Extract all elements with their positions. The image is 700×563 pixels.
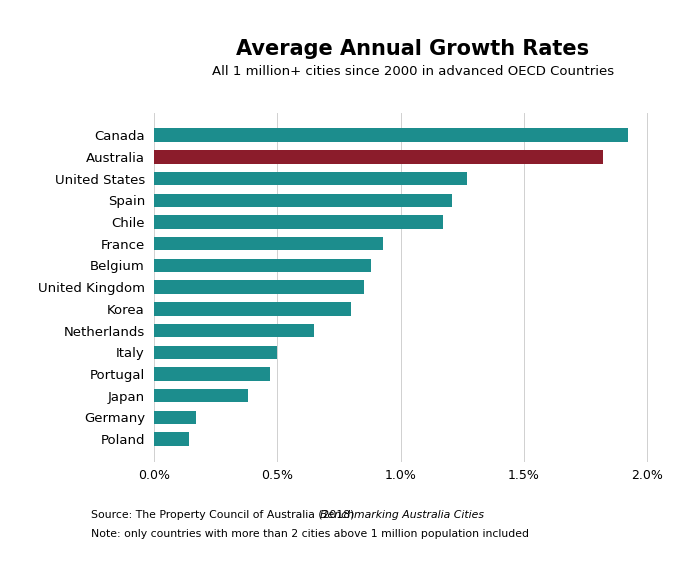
Bar bbox=[154, 150, 603, 164]
Bar bbox=[154, 280, 364, 294]
Text: Source: The Property Council of Australia (2018): Source: The Property Council of Australi… bbox=[91, 510, 358, 520]
Text: Note: only countries with more than 2 cities above 1 million population included: Note: only countries with more than 2 ci… bbox=[91, 529, 529, 539]
Text: All 1 million+ cities since 2000 in advanced OECD Countries: All 1 million+ cities since 2000 in adva… bbox=[212, 65, 614, 78]
Text: Average Annual Growth Rates: Average Annual Growth Rates bbox=[237, 39, 589, 60]
Bar bbox=[154, 237, 384, 251]
Text: Benchmarking Australia Cities: Benchmarking Australia Cities bbox=[320, 510, 484, 520]
Bar bbox=[154, 346, 277, 359]
Bar bbox=[154, 389, 248, 403]
Bar bbox=[154, 194, 452, 207]
Bar bbox=[154, 215, 442, 229]
Bar bbox=[154, 172, 468, 185]
Bar bbox=[154, 367, 270, 381]
Bar bbox=[154, 258, 371, 272]
Bar bbox=[154, 432, 188, 446]
Bar bbox=[154, 128, 628, 142]
Bar bbox=[154, 324, 314, 337]
Bar bbox=[154, 410, 196, 424]
Bar bbox=[154, 302, 351, 316]
